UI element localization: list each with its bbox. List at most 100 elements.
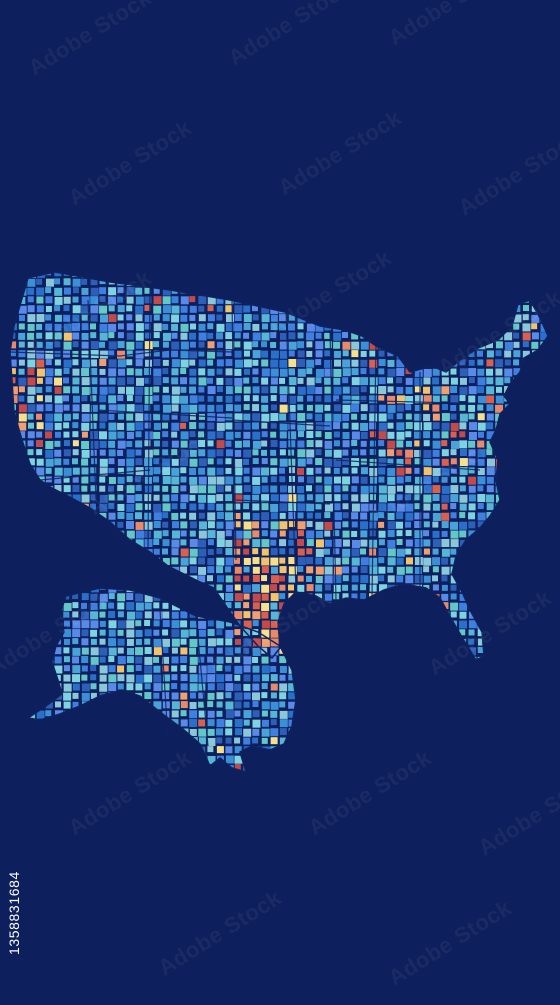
mosaic-tile bbox=[234, 521, 241, 528]
mosaic-tile bbox=[333, 350, 341, 358]
mosaic-tile bbox=[117, 458, 125, 466]
mosaic-tile bbox=[324, 575, 333, 584]
mosaic-tile bbox=[153, 386, 160, 393]
mosaic-tile bbox=[81, 395, 88, 402]
mosaic-tile bbox=[315, 521, 324, 530]
mosaic-tile bbox=[387, 395, 396, 404]
mosaic-tile bbox=[243, 611, 251, 619]
mosaic-tile bbox=[414, 449, 422, 457]
mosaic-tile bbox=[162, 359, 169, 366]
mosaic-tile bbox=[180, 566, 188, 574]
mosaic-tile bbox=[180, 350, 189, 359]
mosaic-tile bbox=[189, 692, 196, 699]
mosaic-tile bbox=[351, 539, 360, 548]
mosaic-tile bbox=[243, 458, 250, 465]
mosaic-tile bbox=[216, 548, 223, 555]
mosaic-tile bbox=[171, 431, 178, 438]
mosaic-tile bbox=[243, 368, 250, 375]
mosaic-tile bbox=[450, 584, 457, 591]
mosaic-tile bbox=[432, 530, 440, 538]
mosaic-tile bbox=[261, 341, 268, 348]
mosaic-tile bbox=[126, 449, 135, 458]
mosaic-tile bbox=[333, 422, 341, 430]
mosaic-tile bbox=[297, 476, 304, 483]
mosaic-tile bbox=[207, 683, 215, 691]
mosaic-tile bbox=[81, 422, 90, 431]
mosaic-tile bbox=[117, 323, 124, 330]
mosaic-tile bbox=[234, 584, 241, 591]
mosaic-tile bbox=[162, 512, 169, 519]
mosaic-tile bbox=[297, 359, 306, 368]
mosaic-tile bbox=[270, 611, 279, 620]
mosaic-tile bbox=[189, 458, 198, 467]
mosaic-tile bbox=[297, 395, 304, 402]
mosaic-tile bbox=[342, 494, 349, 501]
mosaic-tile bbox=[198, 575, 206, 583]
mosaic-tile bbox=[234, 674, 241, 681]
mosaic-tile bbox=[90, 611, 99, 620]
mosaic-tile bbox=[450, 512, 457, 519]
mosaic-tile bbox=[468, 530, 476, 538]
mosaic-tile bbox=[72, 647, 81, 656]
mosaic-tile bbox=[243, 431, 251, 439]
mosaic-tile bbox=[207, 737, 216, 746]
mosaic-tile bbox=[432, 476, 439, 483]
mosaic-tile bbox=[288, 503, 297, 512]
mosaic-tile bbox=[81, 647, 89, 655]
mosaic-tile bbox=[468, 431, 477, 440]
mosaic-tile bbox=[54, 368, 62, 376]
mosaic-tile bbox=[162, 647, 169, 654]
mosaic-tile bbox=[315, 386, 323, 394]
mosaic-tile bbox=[279, 422, 288, 431]
mosaic-tile bbox=[531, 332, 539, 340]
mosaic-tile bbox=[423, 395, 432, 404]
mosaic-tile bbox=[234, 377, 243, 386]
mosaic-tile bbox=[333, 494, 341, 502]
mosaic-tile bbox=[243, 485, 251, 493]
mosaic-tile bbox=[270, 656, 277, 663]
mosaic-tile bbox=[189, 359, 196, 366]
mosaic-tile bbox=[405, 476, 412, 483]
mosaic-tile bbox=[162, 422, 169, 429]
mosaic-tile bbox=[108, 647, 117, 656]
mosaic-tile bbox=[234, 728, 242, 736]
mosaic-tile bbox=[153, 665, 161, 673]
mosaic-tile bbox=[342, 485, 349, 492]
mosaic-tile bbox=[252, 575, 260, 583]
mosaic-tile bbox=[207, 386, 216, 395]
mosaic-tile bbox=[54, 314, 62, 322]
mosaic-tile bbox=[369, 557, 378, 566]
mosaic-tile bbox=[378, 566, 386, 574]
mosaic-tile bbox=[144, 323, 151, 330]
mosaic-tile bbox=[441, 422, 450, 431]
mosaic-tile bbox=[315, 458, 323, 466]
mosaic-tile bbox=[216, 557, 225, 566]
mosaic-tile bbox=[432, 485, 441, 494]
mosaic-tile bbox=[531, 314, 540, 323]
mosaic-tile bbox=[108, 494, 115, 501]
mosaic-tile bbox=[27, 368, 35, 376]
mosaic-tile bbox=[360, 503, 369, 512]
mosaic-tile bbox=[36, 296, 44, 304]
mosaic-tile bbox=[279, 557, 286, 564]
mosaic-tile bbox=[288, 584, 295, 591]
mosaic-tile bbox=[198, 449, 206, 457]
mosaic-tile bbox=[189, 719, 198, 728]
mosaic-tile bbox=[360, 449, 367, 456]
mosaic-tile bbox=[270, 350, 279, 359]
mosaic-tile bbox=[27, 350, 36, 359]
mosaic-tile bbox=[441, 530, 448, 537]
mosaic-tile bbox=[153, 332, 160, 339]
mosaic-tile bbox=[126, 386, 135, 395]
mosaic-tile bbox=[234, 764, 241, 771]
mosaic-tile bbox=[423, 494, 432, 503]
mosaic-tile bbox=[63, 620, 70, 627]
mosaic-tile bbox=[63, 692, 72, 701]
mosaic-tile bbox=[513, 332, 520, 339]
mosaic-tile bbox=[126, 629, 135, 638]
mosaic-tile bbox=[144, 350, 151, 357]
mosaic-tile bbox=[288, 314, 295, 321]
mosaic-tile bbox=[450, 611, 457, 618]
mosaic-tile bbox=[450, 602, 459, 611]
mosaic-tile bbox=[153, 368, 162, 377]
